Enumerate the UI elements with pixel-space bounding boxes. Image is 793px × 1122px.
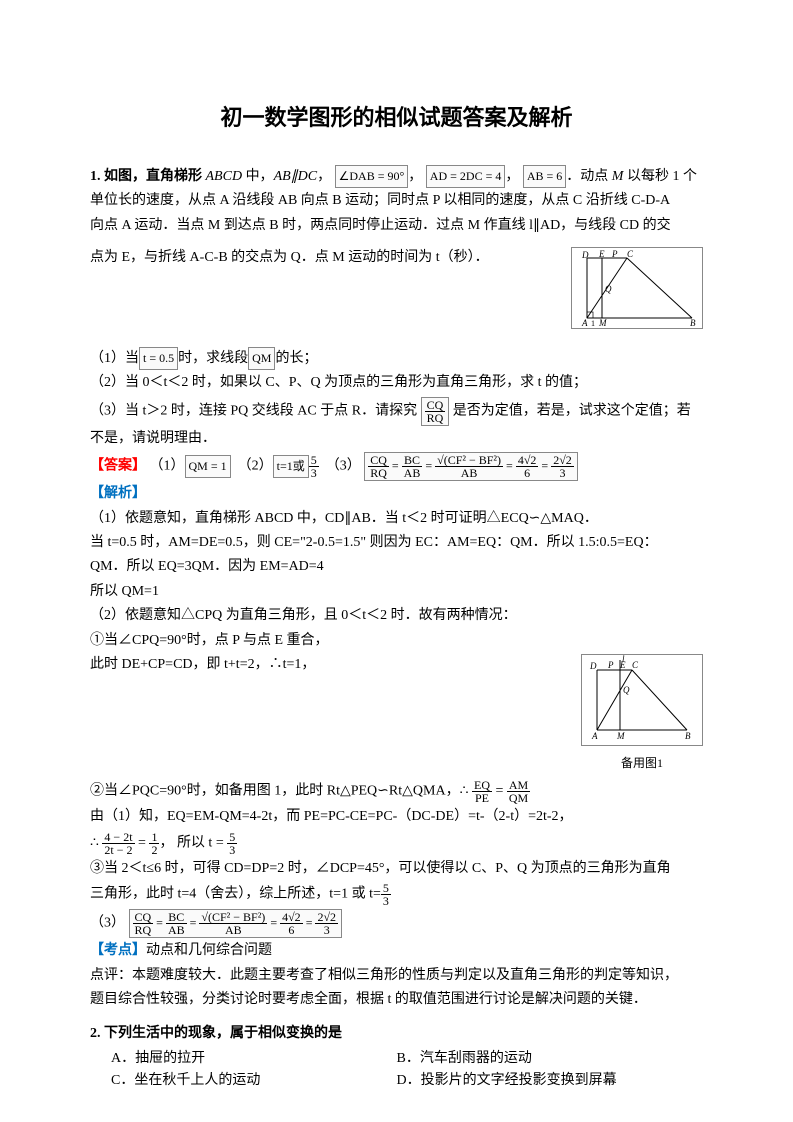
svg-text:E: E [598, 249, 605, 259]
q1-sub1: （1）当t = 0.5时，求线段QM的长； [90, 347, 703, 370]
q2-opt-d: D．投影片的文字经投影变换到屏幕 [397, 1070, 704, 1092]
svg-text:Q: Q [623, 685, 630, 695]
exp-3: QM．所以 EQ=3QM．因为 EM=AD=4 [90, 556, 703, 578]
q1-sub3c: 不是，请说明理由． [90, 428, 703, 450]
q1-answer: 【答案】 （1）QM = 1 （2）t=1或53 （3） CQRQ = BCAB… [90, 452, 703, 481]
formula-ad: AD = 2DC = 4 [426, 165, 506, 188]
q1-figure-main: A B D C E P M Q 1 [571, 247, 703, 329]
exp-7: 此时 DE+CP=CD，即 t+t=2，∴t=1， [90, 654, 571, 676]
exp-11: 三角形，此时 t=4（舍去），综上所述，t=1 或 t=53 [90, 882, 703, 907]
explain-label: 【解析】 [90, 483, 703, 505]
q2-opt-a: A．抽屉的拉开 [90, 1048, 397, 1070]
svg-text:P: P [607, 660, 614, 670]
exp-4: 所以 QM=1 [90, 581, 703, 603]
q1-line4: 点为 E，与折线 A-C-B 的交点为 Q．点 M 运动的时间为 t（秒）． [90, 247, 561, 269]
svg-text:M: M [598, 318, 607, 328]
svg-text:P: P [611, 249, 618, 259]
exp-8: ②当∠PQC=90°时，如备用图 1，此时 Rt△PEQ∽Rt△QMA，∴ EQ… [90, 779, 703, 804]
exp-10: ③当 2＜t≤6 时，可得 CD=DP=2 时，∠DCP=45°，可以使得以 C… [90, 858, 703, 880]
svg-text:Q: Q [605, 284, 612, 294]
q1-sub2: （2）当 0＜t＜2 时，如果以 C、P、Q 为顶点的三角形为直角三角形，求 t… [90, 372, 703, 394]
q1-num: 1. 如图，直角梯形 [90, 169, 206, 184]
formula-dab: ∠DAB = 90° [335, 165, 409, 188]
answer3-formula-repeat: CQRQ = BCAB = √(CF² − BF²)AB = 4√26 = 2√… [129, 909, 343, 938]
q2-options: A．抽屉的拉开 B．汽车刮雨器的运动 C．坐在秋千上人的运动 D．投影片的文字经… [90, 1048, 703, 1093]
exp-7-row: 此时 DE+CP=CD，即 t+t=2，∴t=1， A B D C P E M … [90, 654, 703, 774]
fig2-caption: 备用图1 [581, 754, 703, 773]
answer3-formula: CQRQ = BCAB = √(CF² − BF²)AB = 4√26 = 2√… [364, 452, 578, 481]
q2-opt-b: B．汽车刮雨器的运动 [397, 1048, 704, 1070]
answer-label: 【答案】 [90, 459, 146, 474]
svg-text:C: C [627, 249, 634, 259]
frac-cq-rq: CQRQ [421, 397, 450, 426]
svg-text:A: A [591, 731, 598, 741]
svg-text:M: M [616, 731, 625, 741]
q1-sub3: （3）当 t＞2 时，连接 PQ 交线段 AC 于点 R．请探究 CQRQ 是否… [90, 397, 703, 426]
exp-2: 当 t=0.5 时，AM=DE=0.5，则 CE="2-0.5=1.5" 则因为… [90, 532, 703, 554]
svg-text:D: D [581, 250, 589, 260]
keypoint: 【考点】动点和几何综合问题 [90, 940, 703, 962]
svg-text:A: A [581, 318, 588, 328]
q2-stem: 2. 下列生活中的现象，属于相似变换的是 [90, 1023, 703, 1045]
exp-5: （2）依题意知△CPQ 为直角三角形，且 0＜t＜2 时．故有两种情况： [90, 605, 703, 627]
svg-text:1: 1 [591, 319, 595, 328]
figure-backup1: A B D C P E M Q l 备用图1 [581, 654, 703, 774]
q1-line3: 向点 A 运动．当点 M 到达点 B 时，两点同时停止运动．过点 M 作直线 l… [90, 215, 703, 237]
exp-6: ①当∠CPQ=90°时，点 P 与点 E 重合， [90, 630, 703, 652]
svg-text:D: D [589, 661, 597, 671]
page: 初一数学图形的相似试题答案及解析 1. 如图，直角梯形 ABCD 中，AB∥DC… [0, 0, 793, 1122]
dp-2: 题目综合性较强，分类讨论时要考虑全面，根据 t 的取值范围进行讨论是解决问题的关… [90, 989, 703, 1011]
svg-text:B: B [690, 318, 696, 328]
exp-9: 由（1）知，EQ=EM-QM=4-2t，而 PE=PC-CE=PC-（DC-DE… [90, 806, 703, 828]
formula-ab: AB = 6 [523, 165, 566, 188]
svg-text:B: B [685, 731, 691, 741]
q1-line4-row: 点为 E，与折线 A-C-B 的交点为 Q．点 M 运动的时间为 t（秒）． A… [90, 247, 703, 329]
q1-line1: 1. 如图，直角梯形 ABCD 中，AB∥DC， ∠DAB = 90°， AD … [90, 165, 703, 188]
doc-title: 初一数学图形的相似试题答案及解析 [90, 100, 703, 135]
keypoint-label: 【考点】 [90, 943, 146, 958]
exp-12: （3） CQRQ = BCAB = √(CF² − BF²)AB = 4√26 … [90, 909, 703, 938]
exp-1: （1）依题意知，直角梯形 ABCD 中，CD∥AB．当 t＜2 时可证明△ECQ… [90, 508, 703, 530]
dp-1: 点评：本题难度较大．此题主要考查了相似三角形的性质与判定以及直角三角形的判定等知… [90, 965, 703, 987]
exp-9b: ∴ 4 − 2t2t − 2 = 12， 所以 t = 53 [90, 831, 703, 856]
svg-text:C: C [632, 660, 639, 670]
q2-opt-c: C．坐在秋千上人的运动 [90, 1070, 397, 1092]
q1-line2: 单位长的速度，从点 A 沿线段 AB 向点 B 运动；同时点 P 以相同的速度，… [90, 190, 703, 212]
